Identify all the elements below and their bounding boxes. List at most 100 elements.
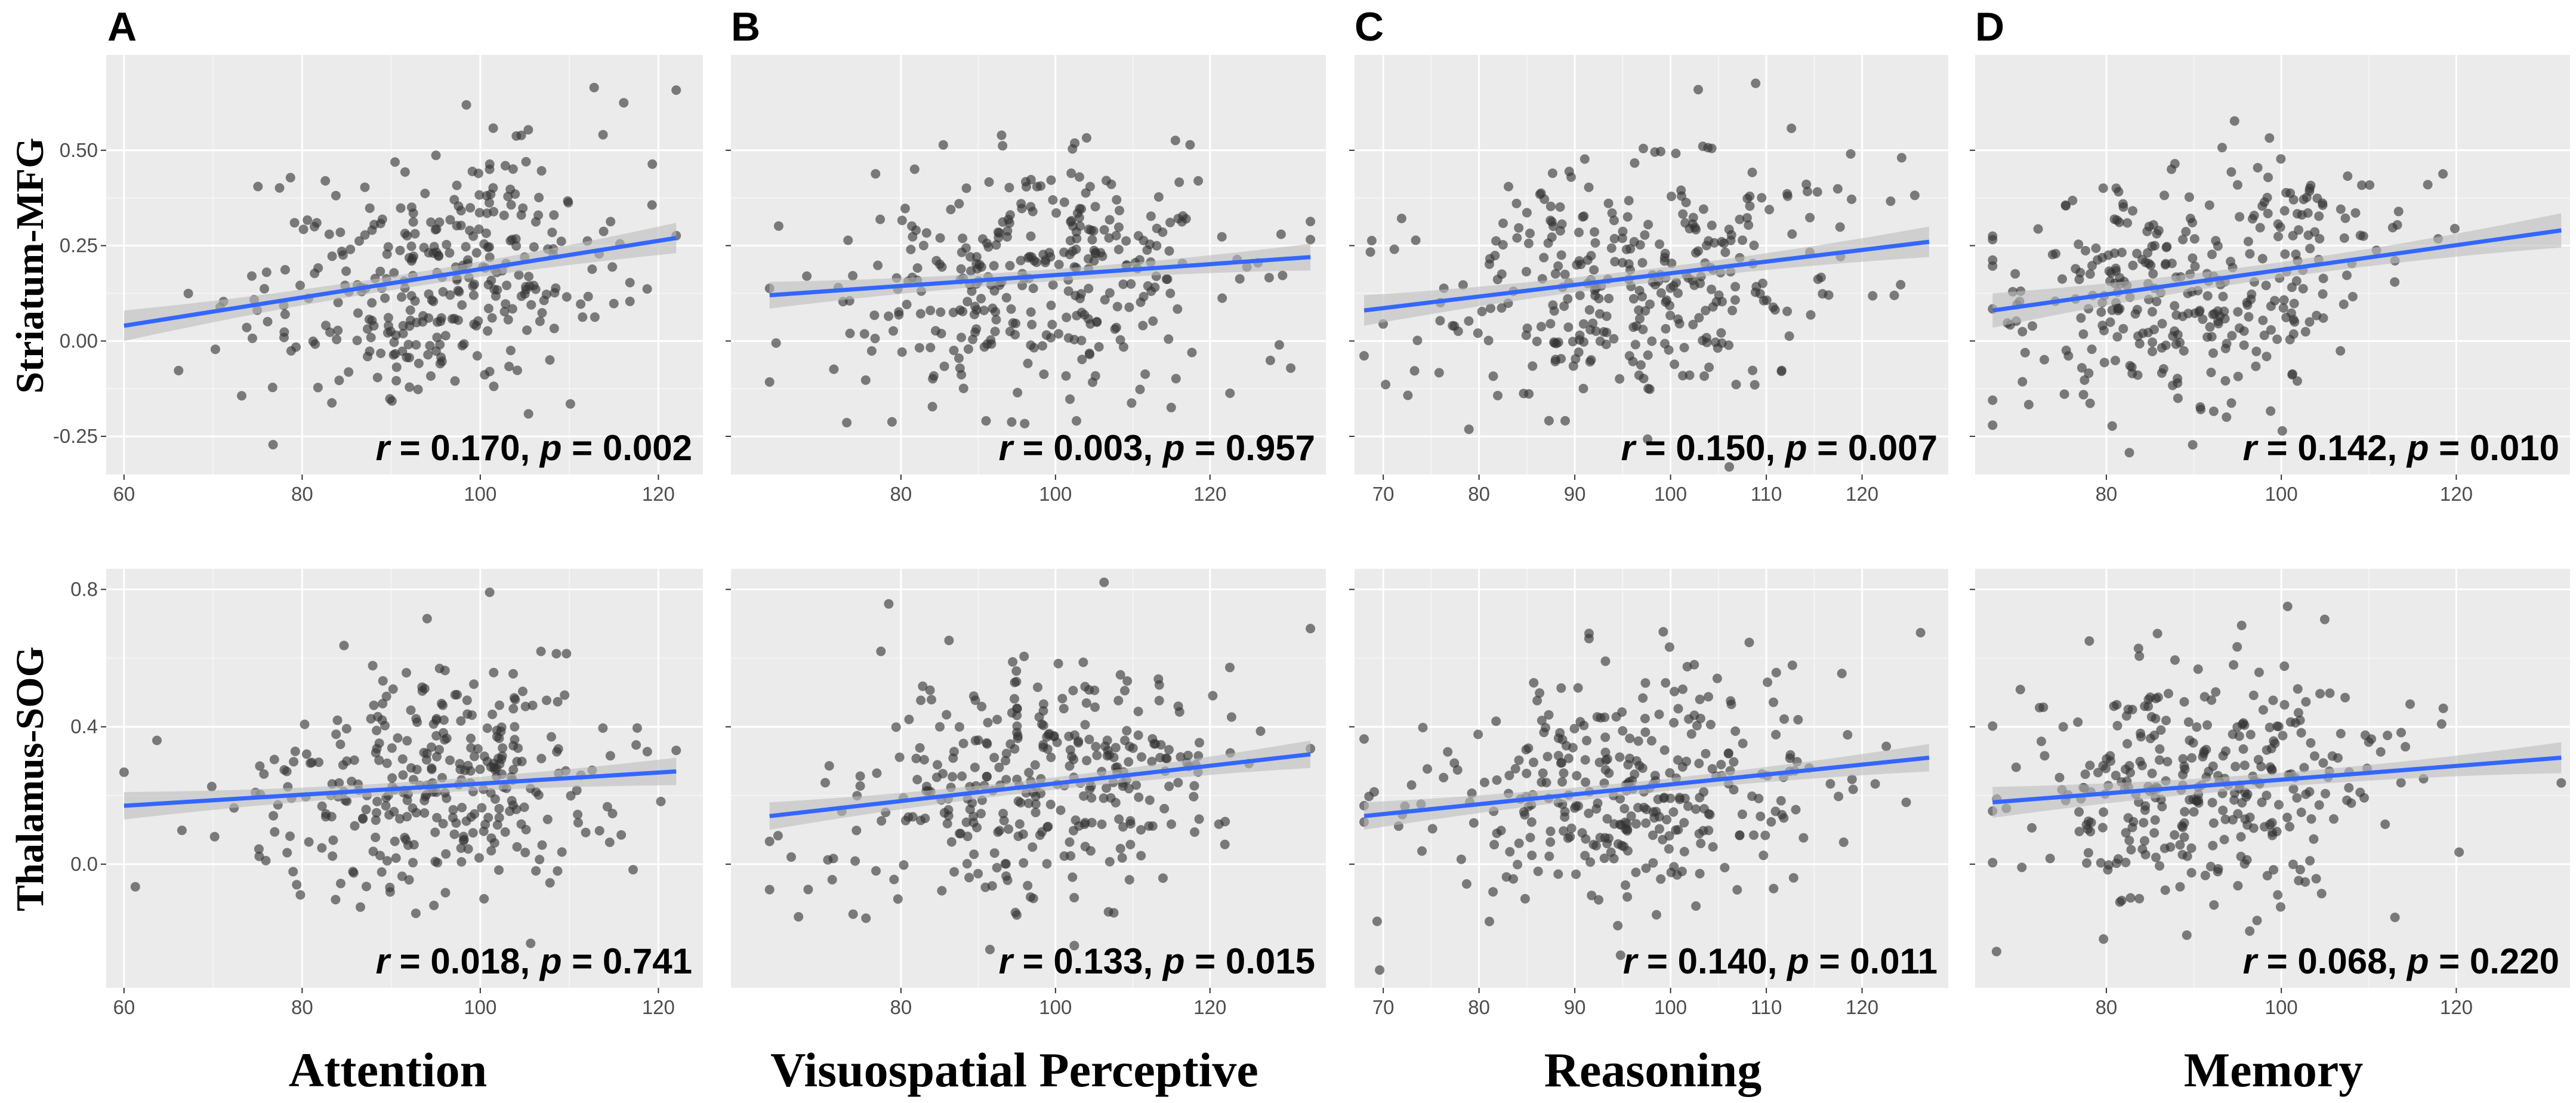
data-point — [2121, 764, 2130, 774]
data-point — [362, 882, 371, 892]
y-tick-label: 0.8 — [70, 578, 98, 600]
data-point — [1698, 141, 1708, 152]
data-point — [1094, 342, 1104, 352]
data-point — [1628, 294, 1639, 304]
data-point — [1048, 280, 1058, 290]
data-point — [2068, 195, 2078, 205]
data-point — [2229, 795, 2239, 805]
data-point — [602, 802, 612, 812]
data-point — [900, 815, 911, 825]
data-point — [1609, 215, 1619, 226]
data-point — [350, 821, 360, 831]
data-point — [1771, 729, 1781, 740]
data-point — [1068, 686, 1078, 695]
data-point — [1600, 732, 1611, 742]
data-point — [1004, 183, 1014, 193]
x-tick-label: 120 — [1846, 483, 1878, 505]
data-point — [2133, 643, 2143, 654]
data-point — [2033, 224, 2043, 234]
data-point — [1189, 781, 1199, 791]
data-point — [516, 130, 526, 140]
data-point — [1699, 371, 1710, 381]
data-point — [1520, 894, 1530, 904]
data-point — [1511, 198, 1522, 208]
data-point — [547, 227, 557, 238]
data-point — [2133, 370, 2143, 380]
data-point — [1359, 351, 1369, 361]
data-point — [2208, 309, 2218, 319]
data-point — [943, 811, 954, 821]
data-point — [1001, 775, 1011, 785]
x-tick-label: 100 — [1039, 483, 1072, 505]
data-point — [328, 835, 338, 845]
data-point — [1069, 941, 1079, 951]
data-point — [504, 362, 514, 371]
data-point — [1664, 642, 1674, 652]
data-point — [471, 248, 482, 258]
data-point — [523, 409, 533, 419]
data-point — [1648, 807, 1658, 817]
data-point — [1024, 768, 1034, 778]
data-point — [2099, 807, 2109, 817]
data-point — [2027, 823, 2037, 833]
data-point — [526, 938, 536, 948]
data-point — [1001, 859, 1011, 869]
data-point — [1165, 288, 1176, 298]
data-point — [2239, 340, 2249, 350]
data-point — [631, 740, 641, 750]
data-point — [1065, 394, 1075, 404]
data-point — [2325, 688, 2335, 698]
data-point — [1909, 190, 1920, 201]
data-point — [492, 820, 502, 830]
data-point — [2228, 815, 2238, 825]
data-point — [2093, 768, 2103, 778]
data-point — [1579, 154, 1590, 164]
data-point — [1013, 796, 1023, 806]
data-point — [1125, 840, 1136, 849]
data-point — [583, 291, 593, 301]
data-point — [1707, 220, 1717, 230]
data-point — [1177, 217, 1187, 227]
data-point — [1569, 723, 1579, 734]
data-point — [1113, 695, 1124, 705]
data-point — [366, 714, 376, 724]
data-point — [1078, 657, 1088, 667]
data-point — [1366, 236, 1377, 246]
x-tick-label: 70 — [1372, 483, 1395, 505]
data-point — [1720, 862, 1730, 873]
data-point — [927, 695, 936, 705]
data-point — [380, 720, 390, 731]
data-point — [877, 816, 887, 826]
data-point — [1716, 760, 1726, 769]
data-point — [254, 851, 264, 861]
data-point — [869, 310, 880, 321]
data-point — [1711, 297, 1722, 307]
data-point — [2170, 159, 2180, 169]
data-point — [2015, 685, 2025, 695]
data-point — [1630, 158, 1640, 168]
x-tick-label: 120 — [1846, 996, 1878, 1018]
data-point — [2291, 276, 2302, 286]
data-point — [426, 371, 436, 381]
data-point — [2279, 295, 2289, 305]
data-point — [516, 291, 526, 301]
data-point — [989, 753, 999, 763]
data-point — [1682, 662, 1692, 671]
data-point — [1146, 211, 1156, 221]
data-point — [1174, 707, 1184, 717]
data-point — [1034, 712, 1044, 722]
data-point — [2310, 751, 2319, 761]
data-point — [1623, 846, 1633, 856]
data-point — [2140, 836, 2149, 846]
data-point — [508, 668, 518, 679]
data-point — [1133, 707, 1143, 716]
data-point — [534, 193, 544, 202]
data-point — [1128, 743, 1138, 753]
data-point — [1011, 318, 1020, 328]
data-point — [2086, 827, 2096, 837]
data-point — [970, 327, 980, 337]
data-point — [508, 704, 519, 714]
data-point — [2023, 399, 2034, 409]
data-point — [828, 854, 838, 864]
data-point — [1189, 791, 1199, 802]
